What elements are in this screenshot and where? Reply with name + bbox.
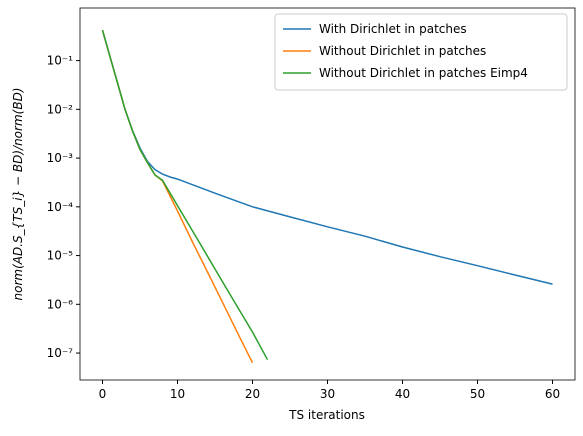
legend: With Dirichlet in patches Without Dirichl… [274,13,568,91]
legend-label: Without Dirichlet in patches [319,44,486,58]
plot-frame [79,7,576,381]
x-tick-label: 20 [245,387,260,401]
data-line [101,29,269,361]
y-tick-label: 10⁻⁷ [47,346,74,360]
x-tick-label: 0 [99,387,107,401]
x-axis-label: TS iterations [288,408,365,422]
y-axis-label: norm(AD.S_{TS_i} − BD)/norm(BD) [11,88,25,301]
y-tick-label: 10⁻⁴ [47,200,74,214]
y-tick-label: 10⁻³ [47,151,74,165]
y-tick-label: 10⁻² [47,102,74,116]
y-tick-label: 10⁻⁵ [47,249,74,263]
legend-box [274,13,568,91]
legend-label: With Dirichlet in patches [319,22,467,36]
x-tick-label: 50 [470,387,485,401]
y-tick-label: 10⁻⁶ [47,297,74,311]
x-tick-label: 40 [395,387,410,401]
data-line [101,29,254,364]
x-tick-label: 30 [320,387,335,401]
x-tick-label: 60 [545,387,560,401]
legend-label: Without Dirichlet in patches Eimp4 [319,66,528,80]
x-tick-label: 10 [170,387,185,401]
y-tick-label: 10⁻¹ [47,54,74,68]
